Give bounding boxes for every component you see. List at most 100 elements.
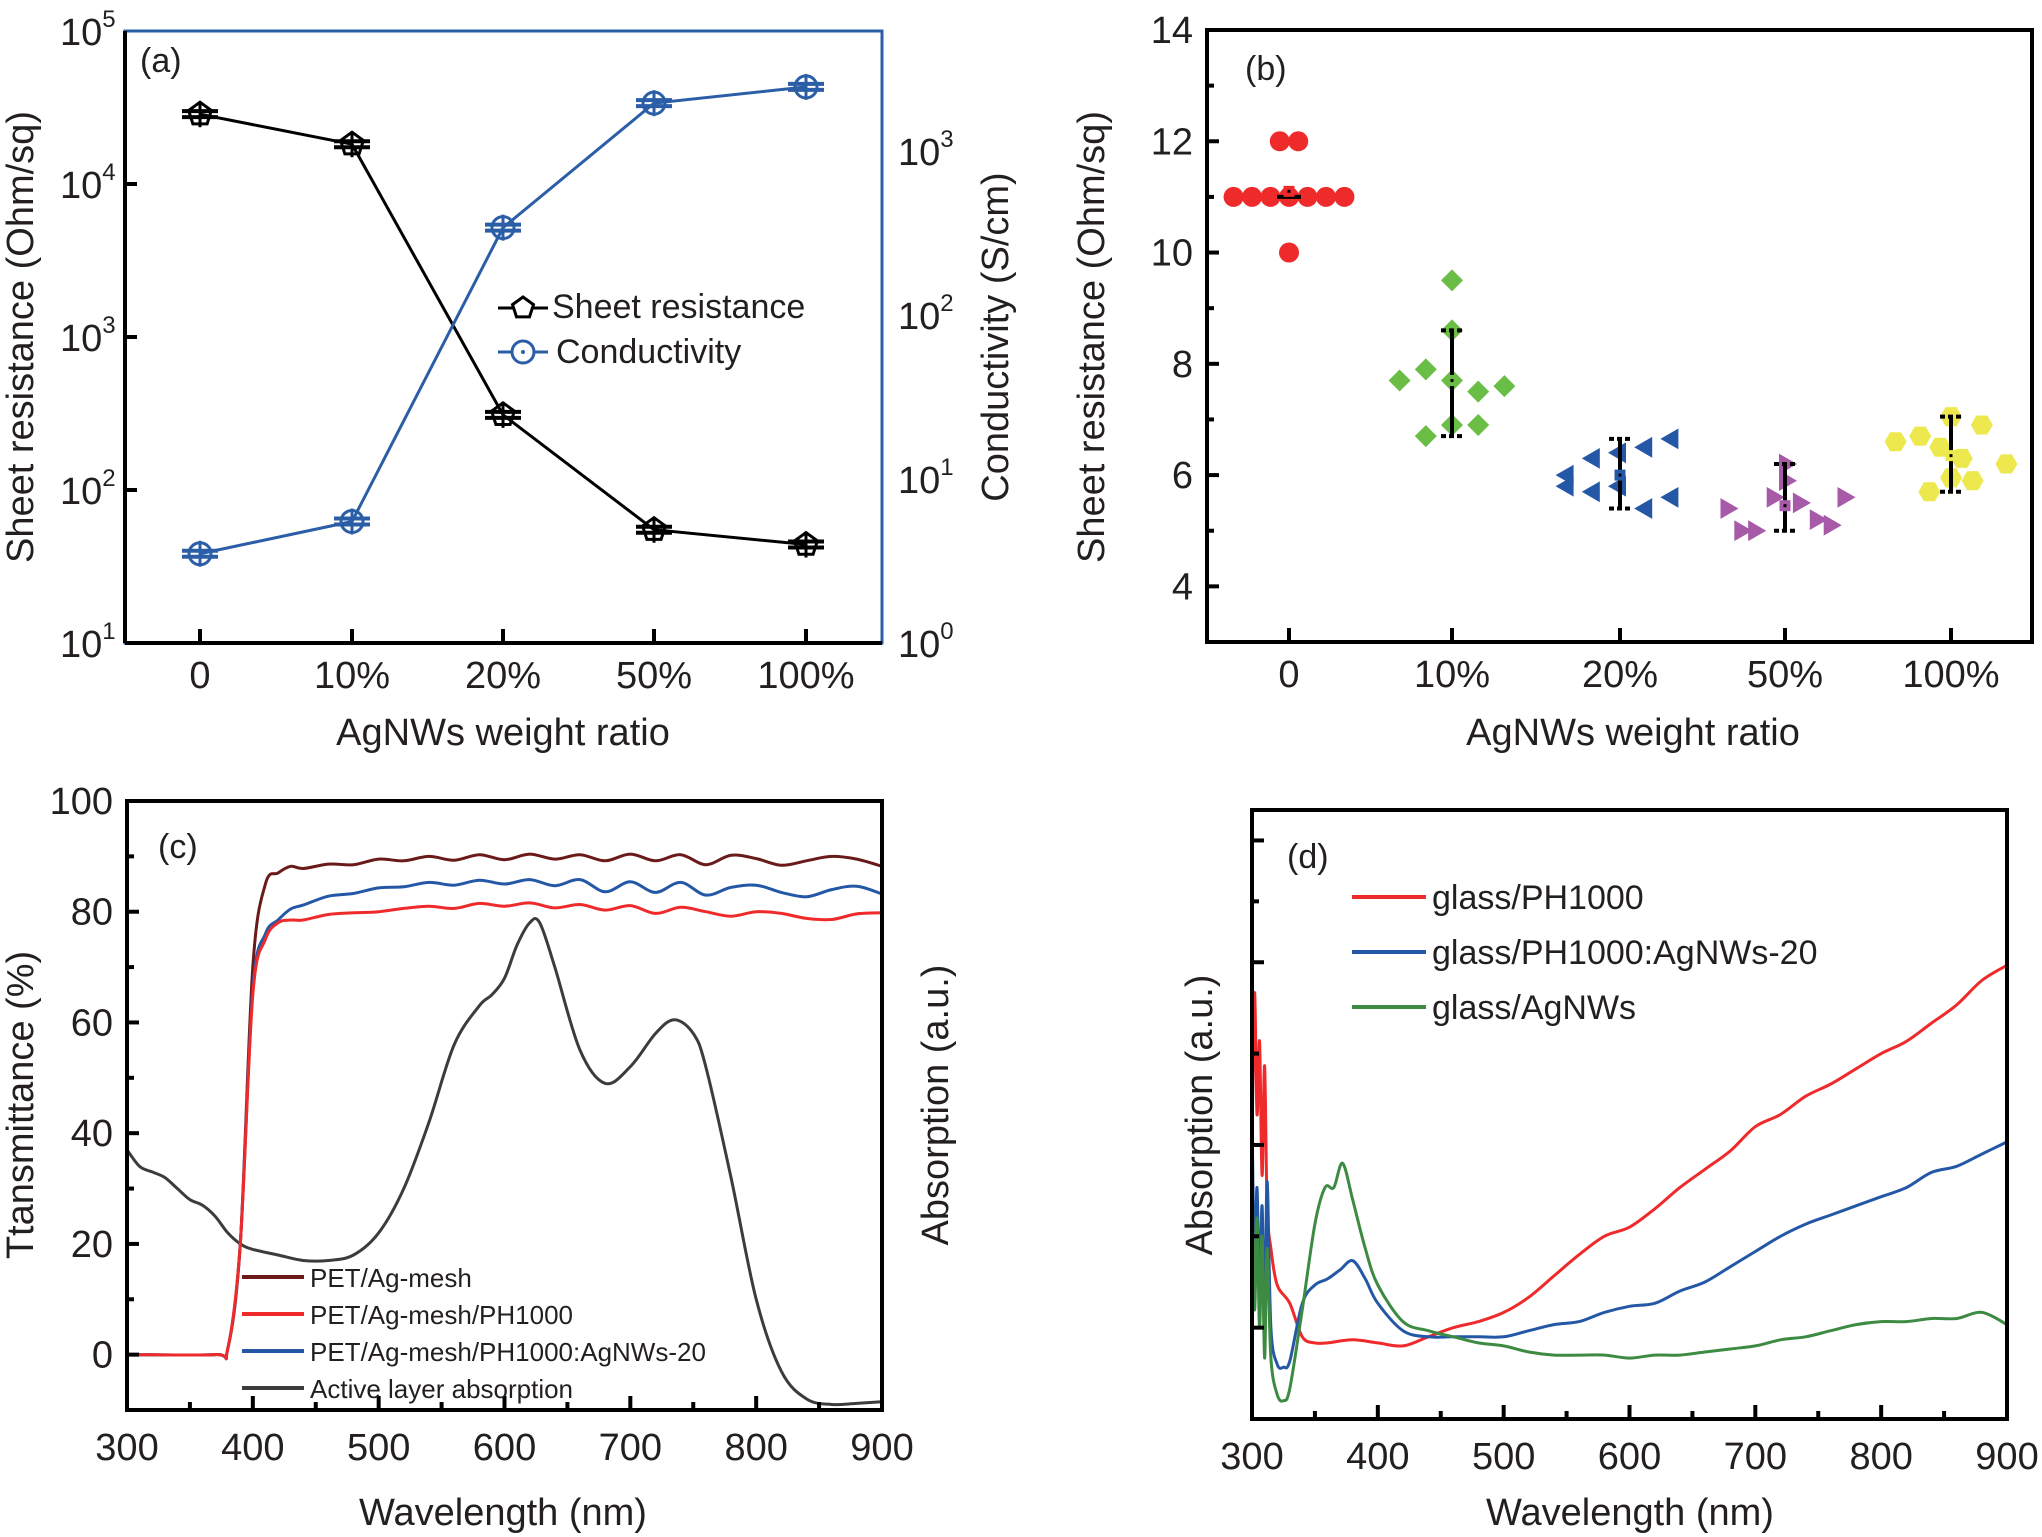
triangle-right-marker — [1837, 487, 1856, 508]
y-tick-label: 12 — [1151, 121, 1193, 163]
series-line-pet-ag-mesh-ph1000-agnws-20 — [127, 878, 882, 1361]
data-point — [334, 508, 370, 535]
x-tick-label: 500 — [347, 1427, 410, 1469]
x-tick-label: 100% — [757, 655, 854, 697]
mean-dot — [1783, 504, 1787, 508]
legend-item: glass/PH1000 — [1352, 879, 1644, 917]
mean-dot — [1949, 454, 1953, 458]
circle-marker — [1297, 186, 1318, 207]
triangle-right-marker — [1792, 492, 1811, 514]
y2-tick-label: 103 — [898, 126, 954, 174]
panel-d-xlabel: Wavelength (nm) — [1486, 1492, 1774, 1534]
panel-a-label: (a) — [140, 42, 182, 80]
y-tick-label: 10 — [1151, 233, 1193, 275]
data-point — [636, 515, 672, 543]
panel-c-ylabel: Ttansmittance (%) — [0, 951, 42, 1259]
series-line-glass-ph1000 — [1252, 964, 2007, 1348]
mean-dot — [1618, 473, 1622, 477]
triangle-right-marker — [1823, 514, 1842, 536]
y-tick-label: 103 — [60, 312, 116, 360]
legend-label: glass/AgNWs — [1432, 989, 1636, 1027]
triangle-right-marker — [1734, 520, 1753, 542]
group-100pct — [1884, 407, 2018, 502]
panel-a: (a) 101 102 103 104 105 100 101 102 103 0 10% 20%… — [0, 6, 1017, 754]
panel-b-frame — [1205, 28, 2034, 644]
hexagon-marker — [1995, 454, 2018, 474]
y-tick-label: 104 — [60, 159, 116, 207]
panel-d-legend: glass/PH1000 glass/PH1000:AgNWs-20 glass/A… — [1352, 879, 1818, 1027]
y-tick-label: 40 — [71, 1113, 113, 1155]
panel-c-y2label: Absorption (a.u.) — [915, 965, 957, 1246]
legend-item: Active layer absorption — [242, 1374, 573, 1404]
triangle-left-marker — [1634, 436, 1653, 458]
hexagon-marker — [1961, 471, 1984, 491]
data-point — [788, 530, 824, 558]
legend-label: Conductivity — [556, 333, 741, 371]
diamond-marker — [1414, 358, 1437, 381]
panel-c: (c) 0 20 40 60 80 100 300 400 500 600 700 800 900 W… — [0, 781, 957, 1534]
legend-item: PET/Ag-mesh/PH1000 — [242, 1300, 573, 1330]
data-point — [485, 214, 521, 241]
panel-d-label: (d) — [1287, 838, 1329, 876]
diamond-marker — [1467, 414, 1490, 436]
legend-item-sheet-resistance: Sheet resistance — [498, 288, 805, 326]
hexagon-marker — [1918, 482, 1941, 502]
x-tick-label: 20% — [465, 655, 541, 697]
group-20pct — [1555, 428, 1679, 519]
data-point — [485, 400, 521, 428]
legend-label: PET/Ag-mesh/PH1000 — [310, 1300, 573, 1330]
y2-tick-label: 101 — [898, 454, 954, 502]
data-point — [788, 73, 824, 100]
triangle-right-marker — [1720, 498, 1739, 519]
circle-marker — [1223, 186, 1244, 207]
x-tick-label: 700 — [599, 1427, 662, 1469]
y-tick-label: 100 — [50, 781, 113, 823]
x-tick-label: 500 — [1472, 1436, 1535, 1478]
panel-c-legend: PET/Ag-mesh PET/Ag-mesh/PH1000 PET/Ag-mesh… — [242, 1263, 706, 1404]
legend-label: Active layer absorption — [310, 1374, 573, 1404]
y-tick-label: 6 — [1172, 455, 1193, 497]
legend-label: glass/PH1000:AgNWs-20 — [1432, 934, 1818, 972]
y2-tick-label: 100 — [898, 618, 954, 666]
y2-tick-label: 102 — [898, 290, 954, 338]
panel-b-label: (b) — [1245, 50, 1287, 88]
x-tick-label: 300 — [95, 1427, 158, 1469]
triangle-left-marker — [1660, 487, 1679, 508]
y-tick-label: 4 — [1172, 566, 1193, 608]
circle-marker — [1315, 186, 1336, 207]
series-line-active-layer-absorption — [127, 917, 882, 1407]
y-tick-label: 101 — [60, 618, 116, 666]
series-line-glass-agnws — [1252, 1161, 2007, 1403]
diamond-marker — [1414, 425, 1437, 448]
triangle-right-marker — [1766, 487, 1785, 508]
series-line-pet-ag-mesh-ph1000 — [127, 901, 882, 1361]
legend-item: glass/AgNWs — [1352, 989, 1636, 1027]
circle-marker — [1242, 186, 1263, 207]
pentagon-marker-icon — [510, 295, 536, 319]
diamond-marker — [1493, 375, 1516, 398]
legend-label: Sheet resistance — [552, 288, 805, 326]
triangle-left-marker — [1608, 442, 1626, 464]
x-tick-label: 900 — [1975, 1436, 2038, 1478]
triangle-left-marker — [1555, 475, 1574, 497]
hexagon-marker — [1909, 426, 1932, 446]
y-tick-label: 20 — [71, 1224, 113, 1266]
data-point — [636, 90, 672, 117]
legend-label: PET/Ag-mesh — [310, 1263, 472, 1293]
legend-item: PET/Ag-mesh — [242, 1263, 472, 1293]
mean-dot — [1287, 189, 1291, 193]
mean-dot — [1450, 379, 1454, 383]
triangle-left-marker — [1660, 428, 1679, 450]
hexagon-marker — [1970, 415, 1993, 435]
panel-a-y2label: Conductivity (S/cm) — [975, 172, 1017, 501]
x-tick-label: 50% — [1747, 654, 1823, 696]
panel-c-xlabel: Wavelength (nm) — [359, 1492, 647, 1534]
panel-d: (d) 300 400 500 600 700 800 900 Wavelength (nm… — [1179, 808, 2039, 1534]
triangle-left-marker — [1581, 448, 1600, 469]
data-point — [182, 540, 218, 567]
circle-marker — [1334, 186, 1355, 207]
x-tick-label: 400 — [221, 1427, 284, 1469]
group-50pct — [1720, 453, 1856, 542]
circle-marker — [1260, 186, 1281, 207]
panel-a-ylabel: Sheet resistance (Ohm/sq) — [0, 111, 42, 563]
